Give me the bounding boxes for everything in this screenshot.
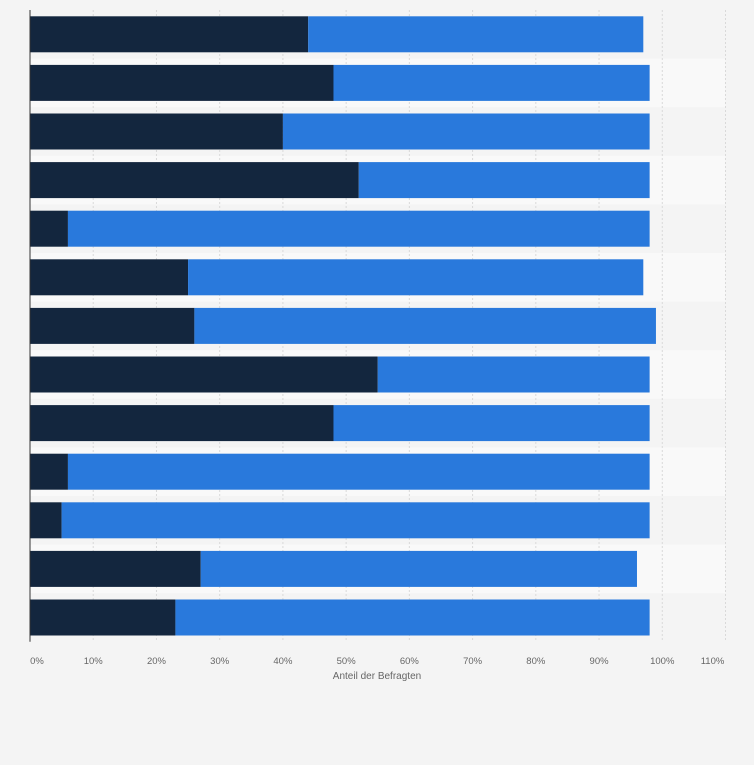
- bar-segment-series-2-row-4: [358, 162, 650, 199]
- x-axis-ticks: 0% 10% 20% 30% 40% 50% 60% 70% 80% 90% 100% 110%: [30, 656, 725, 667]
- bar-segment-series-1-row-8: [30, 356, 378, 393]
- bars: [30, 16, 656, 636]
- bar-segment-series-1-row-5: [30, 210, 68, 247]
- bar-segment-series-1-row-9: [30, 405, 334, 442]
- x-tick-label: 40%: [273, 656, 293, 667]
- bar-segment-series-2-row-6: [188, 259, 644, 296]
- x-tick-label: 20%: [147, 656, 167, 667]
- x-tick-label: 30%: [210, 656, 230, 667]
- bar-segment-series-1-row-11: [30, 502, 62, 539]
- bar-segment-series-1-row-7: [30, 307, 195, 344]
- bar-segment-series-2-row-11: [61, 502, 650, 539]
- bar-segment-series-2-row-1: [308, 16, 644, 53]
- bar-segment-series-2-row-10: [67, 453, 650, 490]
- bar-segment-series-2-row-3: [282, 113, 650, 150]
- bar-segment-series-1-row-4: [30, 162, 359, 199]
- bar-segment-series-1-row-13: [30, 599, 176, 636]
- x-tick-label: 80%: [526, 656, 546, 667]
- x-tick-label: 100%: [650, 656, 675, 667]
- x-tick-label: 50%: [337, 656, 357, 667]
- bar-segment-series-1-row-1: [30, 16, 309, 53]
- x-tick-label: 90%: [590, 656, 610, 667]
- bar-segment-series-2-row-13: [175, 599, 650, 636]
- bar-segment-series-1-row-12: [30, 550, 201, 587]
- bar-segment-series-1-row-2: [30, 64, 334, 101]
- x-tick-label: 70%: [463, 656, 483, 667]
- bar-segment-series-1-row-6: [30, 259, 189, 296]
- bar-segment-series-2-row-12: [200, 550, 637, 587]
- bar-segment-series-1-row-3: [30, 113, 283, 150]
- x-tick-label: 60%: [400, 656, 420, 667]
- bar-segment-series-1-row-10: [30, 453, 68, 490]
- bar-segment-series-2-row-7: [194, 307, 656, 344]
- bar-segment-series-2-row-5: [67, 210, 650, 247]
- x-tick-label: 0%: [30, 656, 44, 667]
- bar-segment-series-2-row-8: [377, 356, 650, 393]
- bar-segment-series-2-row-2: [333, 64, 650, 101]
- x-tick-label: 110%: [701, 656, 725, 667]
- x-tick-label: 10%: [84, 656, 104, 667]
- bar-segment-series-2-row-9: [333, 405, 650, 442]
- x-axis-label: Anteil der Befragten: [333, 671, 421, 682]
